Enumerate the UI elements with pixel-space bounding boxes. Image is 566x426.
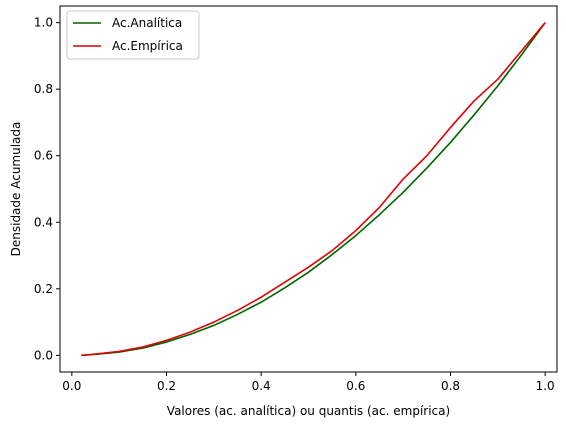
y-tick-label: 0.8 — [34, 82, 53, 96]
x-tick-label: 1.0 — [536, 379, 555, 393]
plot-lines — [81, 22, 546, 357]
legend: Ac.Analítica Ac.Empírica — [66, 10, 200, 60]
y-tick-label: 0.2 — [34, 282, 53, 296]
x-tick-label: 0.6 — [346, 379, 365, 393]
x-axis-label: Valores (ac. analítica) ou quantis (ac. … — [167, 404, 450, 418]
y-axis-label: Densidade Acumulada — [9, 122, 23, 257]
x-tick-label: 0.0 — [62, 379, 81, 393]
series-line-1 — [81, 22, 546, 357]
y-tick-label: 0.4 — [34, 215, 53, 229]
x-axis-ticks: 0.0 0.2 0.4 0.6 0.8 1.0 — [62, 372, 555, 393]
plot-frame — [59, 5, 558, 373]
series-line-2 — [81, 22, 546, 357]
x-tick-label: 0.4 — [252, 379, 271, 393]
x-tick-label: 0.8 — [441, 379, 460, 393]
y-tick-label: 1.0 — [34, 16, 53, 30]
y-axis-ticks: 0.0 0.2 0.4 0.6 0.8 1.0 — [34, 16, 60, 362]
y-tick-label: 0.0 — [34, 348, 53, 362]
x-tick-label: 0.2 — [157, 379, 176, 393]
legend-label: Ac.Empírica — [112, 39, 183, 53]
y-tick-label: 0.6 — [34, 149, 53, 163]
legend-label: Ac.Analítica — [112, 16, 182, 30]
